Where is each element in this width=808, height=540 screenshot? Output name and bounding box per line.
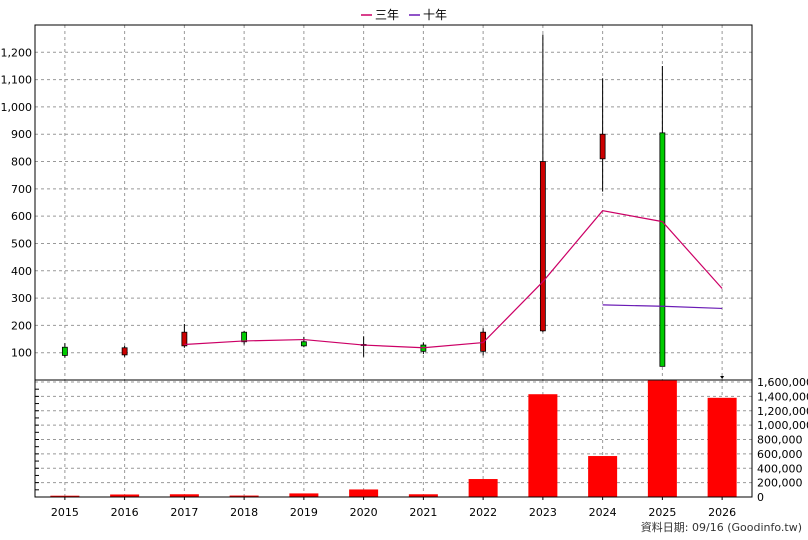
- x-tick-label: 2025: [648, 506, 676, 519]
- price-tick-label: 600: [11, 210, 32, 223]
- x-tick-label: 2023: [529, 506, 557, 519]
- price-tick-label: 300: [11, 292, 32, 305]
- volume-bar: [50, 495, 80, 497]
- volume-tick-label: 800,000: [757, 434, 803, 447]
- price-tick-label: 200: [11, 319, 32, 332]
- price-grid: [35, 25, 752, 380]
- price-tick-label: 1,100: [1, 74, 33, 87]
- price-frame: [34, 24, 753, 381]
- volume-tick-label: 0: [757, 491, 764, 504]
- candle-marker: [720, 376, 725, 379]
- volume-bar: [647, 380, 677, 497]
- series-line-1: [602, 304, 723, 310]
- volume-bar: [408, 494, 438, 497]
- x-tick-label: 2015: [51, 506, 79, 519]
- volume-bar: [349, 489, 379, 497]
- price-tick-label: 400: [11, 265, 32, 278]
- volume-bar: [110, 494, 140, 497]
- candle-body: [121, 347, 128, 356]
- price-tick-label: 500: [11, 237, 32, 250]
- volume-bar: [707, 397, 737, 497]
- volume-bar: [289, 493, 319, 497]
- price-tick-label: 800: [11, 156, 32, 169]
- volume-tick-label: 1,000,000: [757, 419, 808, 432]
- volume-tick-label: 1,600,000: [757, 376, 808, 389]
- volume-tick-label: 1,200,000: [757, 405, 808, 418]
- price-axis-ticks: 100 200 300 400 500 600 700 800 900 1,000 1,100 1,2…: [1, 46, 33, 359]
- volume-frame: [34, 379, 753, 498]
- price-tick-label: 1,200: [1, 46, 33, 59]
- chart-legend: 三年 十年: [361, 8, 447, 22]
- volume-grid: [35, 380, 752, 497]
- legend-label-three-year: 三年: [375, 8, 399, 22]
- volume-bar: [528, 394, 558, 497]
- candle-body: [539, 161, 546, 332]
- candle-body: [241, 331, 248, 343]
- x-tick-label: 2018: [230, 506, 258, 519]
- price-tick-label: 100: [11, 347, 32, 360]
- x-tick-label: 2017: [170, 506, 198, 519]
- price-tick-label: 1,000: [1, 101, 33, 114]
- candlesticks: [61, 34, 725, 379]
- series-line-0: [184, 210, 723, 349]
- volume-bar: [468, 479, 498, 497]
- volume-tick-label: 200,000: [757, 477, 803, 490]
- x-tick-label: 2019: [290, 506, 318, 519]
- volume-bar: [229, 495, 259, 497]
- volume-bar: [169, 494, 199, 497]
- moving-average-lines: [184, 210, 723, 349]
- x-tick-label: 2016: [111, 506, 139, 519]
- x-tick-label: 2021: [409, 506, 437, 519]
- legend-label-ten-year: 十年: [423, 8, 447, 22]
- price-tick-label: 700: [11, 183, 32, 196]
- candle-body: [61, 346, 68, 356]
- plot-frames: [34, 24, 753, 498]
- candle-body: [300, 341, 307, 347]
- x-axis-labels: 2015 2016 2017 2018 2019 2020 2021 2022 2023 2024…: [51, 497, 736, 519]
- candle-body: [659, 132, 666, 367]
- volume-bar: [588, 456, 618, 497]
- candle-body: [181, 331, 188, 347]
- x-tick-label: 2022: [469, 506, 497, 519]
- x-tick-label: 2020: [350, 506, 378, 519]
- source-note: 資料日期: 09/16 (Goodinfo.tw): [641, 520, 802, 534]
- volume-bars: [50, 380, 737, 497]
- x-tick-label: 2024: [589, 506, 617, 519]
- x-tick-label: 2026: [708, 506, 736, 519]
- candle-body: [599, 133, 606, 160]
- price-tick-label: 900: [11, 128, 32, 141]
- volume-axis-ticks: 0200,000400,000600,000800,0001,000,0001,…: [757, 376, 808, 504]
- volume-tick-label: 1,400,000: [757, 390, 808, 403]
- volume-tick-label: 400,000: [757, 462, 803, 475]
- volume-tick-label: 600,000: [757, 448, 803, 461]
